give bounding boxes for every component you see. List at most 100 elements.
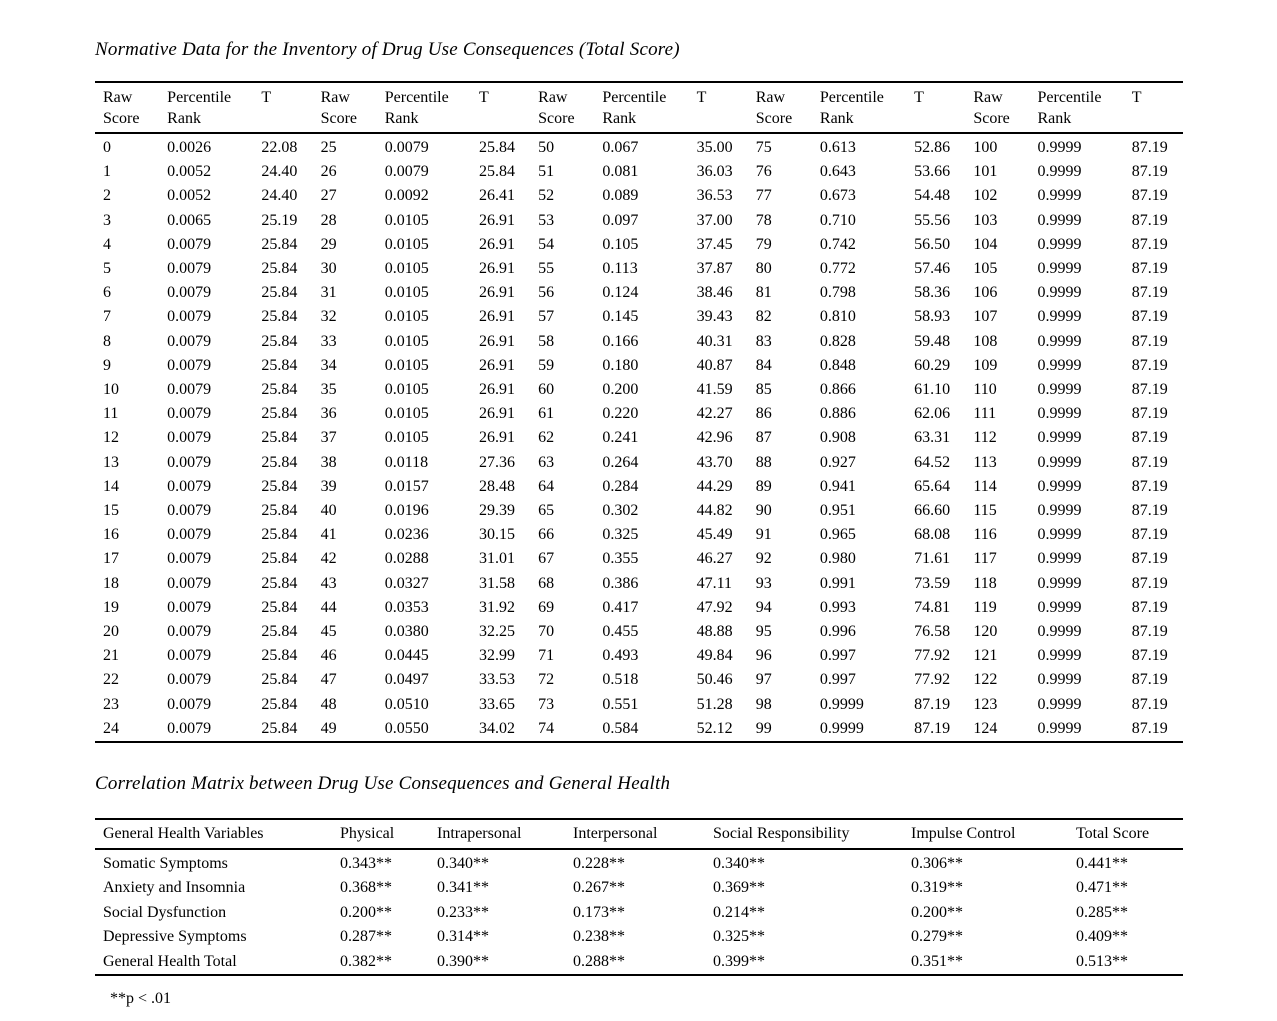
value-cell: 28.48 [479,477,515,495]
value-cell: 26 [320,163,337,181]
column-header: Impulse Control [903,818,1068,851]
value-cell: 70 [538,623,555,641]
normative-row: 9 0.0079 25.84 34 0.0105 26.91 59 0.180 40.87 84 0… [95,354,1183,378]
value-cell: 49 [312,716,377,744]
value-cell: 0.067 [602,139,639,156]
value-cell: 25.84 [261,381,298,399]
column-header: T [253,81,313,134]
value-cell: 47.92 [696,598,733,616]
value-cell: 73.59 [914,574,951,592]
value-cell: 67 [538,550,555,568]
value-cell: 25.84 [261,356,298,374]
value-cell: 25.84 [261,235,298,253]
value-cell: 42.27 [696,405,733,423]
column-header: Percentile Rank [159,81,254,134]
value-cell: 24 [95,716,160,744]
value-cell: 42.96 [696,429,733,447]
value-cell: 108 [973,332,998,350]
value-cell: 0.908 [819,429,856,447]
value-cell: 0.0105 [384,235,429,253]
column-header: Physical [332,818,429,851]
value-cell: 0.0105 [384,405,429,423]
value-cell: 61 [538,405,555,423]
normative-table-body: 0 0.0026 22.08 25 0.0079 25.84 50 0.067 35.00 75 0… [95,133,1183,744]
value-cell: 62.06 [914,405,951,423]
value-cell: 101 [973,163,998,181]
value-cell: 0.493 [602,647,639,665]
value-cell: 0.0105 [384,381,429,399]
column-header: Raw Score [95,81,160,134]
value-cell: 79 [755,235,772,253]
value-cell: 0.997 [819,671,856,689]
value-cell: 87.19 [1131,647,1168,665]
value-cell: 68 [538,574,555,592]
value-cell: 52 [538,187,555,205]
value-cell: 31.58 [479,574,515,592]
value-cell: 25.84 [261,647,298,665]
value-cell: 0.0079 [167,647,212,665]
normative-row: 22 0.0079 25.84 47 0.0497 33.53 72 0.518 50.46 97… [95,668,1183,692]
value-cell: 25.84 [261,429,298,447]
correlation-cell: 0.306** [911,855,963,873]
value-cell: 0.089 [602,187,639,205]
value-cell: 77.92 [914,647,951,665]
value-cell: 87.19 [1131,356,1168,374]
value-cell: 53.66 [914,163,951,181]
value-cell: 0.9999 [1037,163,1082,181]
value-cell: 9 [103,356,111,374]
value-cell: 0.0327 [384,574,429,592]
value-cell: 0.355 [602,550,639,568]
value-cell: 0.9999 [1037,647,1082,665]
value-cell: 6 [103,284,111,302]
value-cell: 0.0079 [167,598,212,616]
value-cell: 38.46 [696,284,733,302]
value-cell: 113 [973,453,997,471]
correlation-cell: 0.238** [573,928,625,946]
value-cell: 60 [538,381,555,399]
value-cell: 25.84 [261,526,298,544]
value-cell: 43.70 [696,453,733,471]
column-header: Percentile Rank [594,81,689,134]
normative-row: 15 0.0079 25.84 40 0.0196 29.39 65 0.302 44.82 90… [95,499,1183,523]
value-cell: 0.772 [819,260,856,278]
value-cell: 87.19 [1131,671,1168,689]
normative-row: 10 0.0079 25.84 35 0.0105 26.91 60 0.200 41.59 85… [95,378,1183,402]
value-cell: 0.097 [602,211,639,229]
value-cell: 66 [538,526,555,544]
value-cell: 44.29 [696,477,733,495]
column-header: Interpersonal [565,818,705,851]
value-cell: 0.081 [602,163,639,181]
value-cell: 87.19 [1131,260,1168,278]
value-cell: 100 [973,139,998,156]
value-cell: 12 [103,429,119,447]
value-cell: 8 [103,332,111,350]
row-label: General Health Total [95,949,332,977]
value-cell: 1 [103,163,111,181]
value-cell: 0.993 [819,598,856,616]
value-cell: 0.951 [819,502,856,520]
value-cell: 0.0079 [384,139,429,156]
value-cell: 73 [538,695,555,713]
value-cell: 112 [973,429,997,447]
value-cell: 40.31 [696,332,733,350]
value-cell: 0.9999 [1037,356,1082,374]
correlation-cell: 0.200** [911,903,963,921]
normative-row: 14 0.0079 25.84 39 0.0157 28.48 64 0.284 44.29 89… [95,475,1183,499]
value-cell: 47.11 [696,574,732,592]
value-cell: 0.0118 [384,453,429,471]
value-cell: 0.866 [819,381,856,399]
value-cell: 37 [320,429,337,447]
value-cell: 87.19 [1131,211,1168,229]
value-cell: 0.9999 [1037,187,1082,205]
value-cell: 0.0079 [167,260,212,278]
value-cell: 0.284 [602,477,639,495]
value-cell: 0.0105 [384,308,429,326]
value-cell: 87.19 [1131,598,1168,616]
value-cell: 86 [755,405,772,423]
value-cell: 26.91 [479,235,515,253]
value-cell: 55 [538,260,555,278]
normative-row: 3 0.0065 25.19 28 0.0105 26.91 53 0.097 37.00 78 0… [95,209,1183,233]
value-cell: 0.113 [602,260,638,278]
correlation-table-title: Correlation Matrix between Drug Use Cons… [95,773,671,795]
value-cell: 0.0196 [384,502,429,520]
